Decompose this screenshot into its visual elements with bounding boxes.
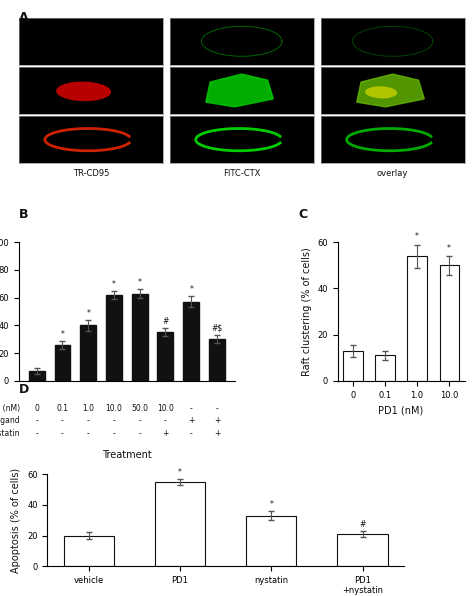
X-axis label: TR-CD95: TR-CD95 [73,169,109,178]
Text: *: * [447,244,451,253]
Text: -: - [138,429,141,438]
Text: -: - [138,417,141,426]
Bar [132,293,148,381]
Text: +: + [214,429,220,438]
Text: *: * [178,468,182,477]
Text: #: # [359,520,366,529]
Bar [80,325,96,381]
Text: 0: 0 [34,404,39,413]
Bar [209,339,225,381]
Text: -: - [87,417,90,426]
Text: *: * [112,280,116,288]
Text: -: - [164,417,167,426]
Bar [246,516,296,566]
Text: *: * [415,232,419,241]
Bar [337,534,388,566]
Text: 10.0: 10.0 [106,404,122,413]
Text: -: - [36,417,38,426]
Text: *: * [269,501,273,510]
Bar [408,256,427,381]
Bar [155,482,205,566]
Text: C: C [299,207,308,221]
Text: *: * [61,330,64,339]
Text: *: * [189,285,193,294]
Text: -: - [190,429,192,438]
Bar [29,371,45,381]
Text: -: - [190,404,192,413]
Text: +: + [188,417,194,426]
Text: #: # [162,317,169,326]
Bar [375,355,395,381]
Text: *: * [86,309,90,318]
Bar [439,265,459,381]
Text: 10.0: 10.0 [157,404,174,413]
Text: -: - [36,429,38,438]
Bar [55,344,71,381]
Y-axis label: Raft clustering (% of cells): Raft clustering (% of cells) [301,247,312,376]
Bar [343,351,363,381]
Text: -: - [216,404,219,413]
Text: -: - [113,429,115,438]
Text: 1.0: 1.0 [82,404,94,413]
Text: -: - [87,429,90,438]
Text: +: + [214,417,220,426]
Bar [106,295,122,381]
Polygon shape [357,74,424,107]
X-axis label: FITC-CTX: FITC-CTX [223,169,260,178]
Text: Treatment: Treatment [102,450,152,460]
Ellipse shape [56,82,111,101]
Bar [183,302,199,381]
Text: +: + [162,429,169,438]
Text: nystatin: nystatin [0,429,20,438]
Text: *: * [138,278,142,287]
Polygon shape [206,74,273,107]
Text: B: B [19,207,28,221]
Text: 0.1: 0.1 [56,404,69,413]
Text: A: A [19,11,28,24]
Text: -: - [61,429,64,438]
Text: #$: #$ [211,324,223,333]
Text: Fas ligand: Fas ligand [0,417,20,426]
Bar [64,536,114,566]
Text: 50.0: 50.0 [131,404,148,413]
Text: -: - [61,417,64,426]
Text: D: D [19,383,29,396]
Bar [157,333,173,381]
Ellipse shape [365,86,397,98]
Text: PD1 (nM): PD1 (nM) [0,404,20,413]
Y-axis label: Apoptosis (% of cells): Apoptosis (% of cells) [11,468,21,573]
X-axis label: overlay: overlay [377,169,408,178]
X-axis label: PD1 (nM): PD1 (nM) [378,405,424,415]
Text: -: - [113,417,115,426]
